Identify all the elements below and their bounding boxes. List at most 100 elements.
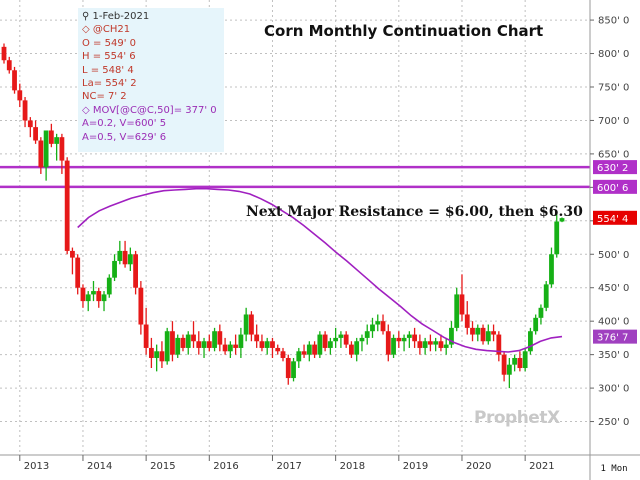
candle-body[interactable] [38, 140, 44, 168]
candle-body[interactable] [322, 334, 328, 348]
candle-body[interactable] [185, 334, 191, 348]
candle-body[interactable] [285, 357, 291, 379]
candle-body[interactable] [543, 284, 549, 308]
candle-body[interactable] [12, 70, 17, 91]
candle-body[interactable] [148, 347, 154, 358]
candle-body[interactable] [480, 327, 486, 342]
candle-body[interactable] [175, 337, 181, 355]
candle-body[interactable] [254, 334, 260, 342]
candle-body[interactable] [259, 341, 265, 348]
candle-body[interactable] [154, 351, 160, 358]
candle-body[interactable] [349, 344, 354, 355]
candle-body[interactable] [138, 287, 144, 325]
candle-body[interactable] [338, 334, 344, 338]
candle-body[interactable] [117, 250, 123, 261]
candle-body[interactable] [48, 130, 54, 144]
candle-body[interactable] [133, 254, 139, 288]
candle-body[interactable] [59, 137, 65, 161]
candle-body[interactable] [27, 120, 33, 128]
candle-body[interactable] [464, 314, 470, 328]
bar-period-selector[interactable]: 1 Mon [600, 463, 628, 474]
candle-body[interactable] [127, 254, 133, 265]
candle-body[interactable] [22, 100, 28, 121]
candle-body[interactable] [549, 254, 554, 285]
candle-body[interactable] [475, 327, 481, 335]
candle-body[interactable] [438, 341, 444, 348]
candle-body[interactable] [238, 334, 244, 348]
candle-body[interactable] [401, 337, 407, 342]
candle-body[interactable] [364, 331, 370, 338]
candle-body[interactable] [70, 250, 75, 258]
candle-body[interactable] [54, 137, 60, 144]
candle-body[interactable] [375, 321, 381, 325]
candle-body[interactable] [6, 60, 12, 71]
candle-body[interactable] [33, 127, 38, 141]
candle-body[interactable] [443, 344, 449, 348]
candle-body[interactable] [159, 351, 165, 362]
candle-body[interactable] [1, 46, 7, 61]
candle-body[interactable] [559, 218, 565, 222]
candle-body[interactable] [354, 341, 360, 355]
candle-body[interactable] [17, 90, 23, 101]
candle-body[interactable] [291, 361, 296, 379]
candle-body[interactable] [343, 334, 349, 345]
candle-body[interactable] [533, 317, 539, 332]
candle-body[interactable] [454, 294, 460, 328]
candle-body[interactable] [75, 257, 81, 288]
candle-body[interactable] [501, 354, 507, 375]
candle-body[interactable] [396, 337, 402, 342]
candle-body[interactable] [327, 341, 333, 348]
candle-body[interactable] [433, 341, 439, 345]
candle-body[interactable] [122, 250, 128, 265]
candle-body[interactable] [359, 337, 365, 342]
candle-body[interactable] [180, 337, 186, 348]
candle-body[interactable] [485, 331, 491, 342]
candle-body[interactable] [217, 331, 223, 345]
candle-body[interactable] [554, 221, 560, 255]
candle-body[interactable] [85, 294, 91, 302]
candle-body[interactable] [506, 364, 512, 375]
candle-body[interactable] [427, 341, 433, 345]
candle-body[interactable] [233, 344, 239, 348]
candle-body[interactable] [417, 341, 423, 348]
candle-body[interactable] [275, 347, 281, 352]
candle-body[interactable] [422, 341, 428, 348]
candle-body[interactable] [96, 291, 102, 302]
candle-body[interactable] [491, 331, 496, 335]
candle-body[interactable] [538, 307, 544, 318]
candle-body[interactable] [296, 351, 302, 362]
candle-body[interactable] [64, 160, 70, 251]
candle-body[interactable] [264, 341, 270, 348]
candle-body[interactable] [196, 341, 202, 348]
candle-body[interactable] [312, 344, 317, 355]
candle-body[interactable] [412, 334, 418, 342]
candle-body[interactable] [496, 334, 502, 355]
candle-body[interactable] [143, 324, 149, 348]
candle-body[interactable] [470, 327, 475, 335]
candle-body[interactable] [227, 344, 233, 352]
candle-body[interactable] [249, 314, 254, 335]
candle-body[interactable] [270, 341, 275, 348]
candle-body[interactable] [385, 331, 391, 355]
candle-body[interactable] [449, 327, 454, 345]
candle-body[interactable] [206, 341, 212, 348]
candle-body[interactable] [306, 344, 312, 355]
candle-body[interactable] [91, 291, 96, 295]
candle-body[interactable] [243, 314, 249, 335]
candle-body[interactable] [380, 321, 386, 332]
candle-body[interactable] [101, 294, 107, 302]
candle-body[interactable] [522, 351, 528, 369]
candle-body[interactable] [301, 351, 307, 355]
candle-body[interactable] [191, 334, 196, 342]
candle-body[interactable] [212, 331, 217, 348]
candle-body[interactable] [170, 331, 175, 355]
candle-body[interactable] [201, 341, 207, 348]
candle-body[interactable] [517, 357, 523, 369]
candle-body[interactable] [406, 334, 412, 338]
candle-body[interactable] [80, 287, 86, 302]
candle-body[interactable] [280, 351, 286, 358]
candle-body[interactable] [112, 260, 117, 278]
candle-body[interactable] [106, 277, 112, 295]
candle-body[interactable] [333, 337, 339, 342]
candle-body[interactable] [164, 331, 170, 362]
